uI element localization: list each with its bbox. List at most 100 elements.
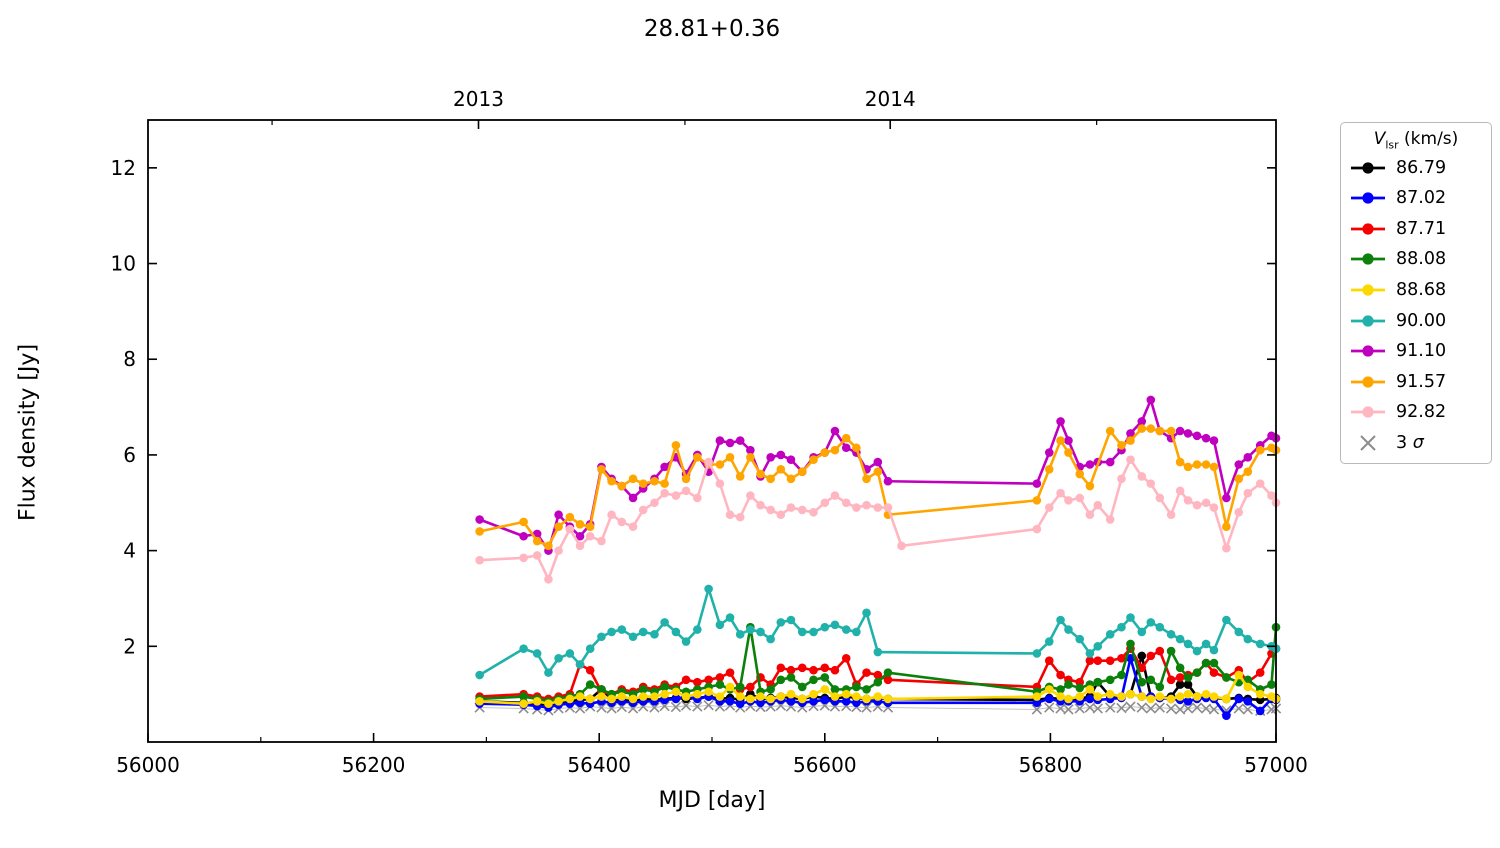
series-90.00-marker [519,644,528,653]
series-91.10-marker [1146,395,1156,405]
sigma-x-marker [1191,702,1203,713]
series-87.02-marker [756,698,765,708]
legend-item-92.82: 92.82 [1349,397,1483,428]
series-90.00-marker [873,647,883,657]
series-87.02-marker [1222,711,1231,720]
series-90.00-marker [776,618,786,627]
series-91.57-marker [820,448,830,457]
series-88.08-marker [1105,675,1115,685]
series-88.08-marker [715,680,725,689]
series-91.10-marker [1234,460,1244,469]
series-91.57-marker [852,443,861,453]
series-91.10-marker [725,438,735,448]
series-91.10-marker [786,455,796,465]
series-91.10-marker [1192,431,1202,441]
series-87.71-marker [715,673,725,682]
series-88.68-marker [1255,689,1265,699]
series-90.00-marker [1137,627,1147,637]
series-88.68-marker [1243,682,1253,692]
series-90.00-marker [693,625,702,634]
series-90.00-marker [544,668,553,677]
series-90.00-marker [725,613,735,622]
legend-item-label: 3 σ [1396,433,1424,454]
y-tick-label: 4 [123,539,136,563]
series-88.08-marker [1222,673,1231,682]
series-91.57-marker [1064,448,1073,457]
series-90.00-marker [1209,645,1219,655]
series-92.82-marker [1093,500,1103,510]
series-87.71-marker [841,653,851,663]
series-91.57-marker [1105,426,1115,436]
series-88.08-marker [1093,677,1103,687]
series-87.71-marker [693,677,702,687]
sigma-x-marker [692,701,703,712]
series-88.08-marker [1064,680,1073,689]
series-88.68-marker [830,692,840,701]
series-91.10-marker [1201,433,1211,443]
series-87.02-marker [841,697,851,706]
series-90.00-marker [1243,634,1253,644]
series-92.82-marker [766,505,775,515]
series-91.10-marker [1032,479,1042,488]
series-87.71-marker [725,668,735,677]
series-87.71-marker [1209,668,1219,677]
series-92.82-marker [1183,496,1193,505]
y-axis-label: Flux density [Jy] [15,343,41,522]
series-88.68-marker [1192,692,1202,701]
legend-title-symbol: V [1373,129,1386,149]
series-88.68-marker [1146,694,1156,704]
series-92.82-marker [820,498,830,508]
series-88.68-marker [1234,670,1244,680]
series-92.82-marker [715,479,725,488]
series-91.57-marker [1166,426,1176,436]
series-91.57-marker [693,453,702,462]
series-91.10-marker [554,510,563,520]
series-90.00-marker [1222,615,1231,625]
series-87.71-marker [1146,651,1156,661]
series-90.00-marker [820,622,830,632]
series-90.00-marker [852,627,861,637]
series-87.71-marker [1085,656,1095,665]
y-tick-label: 8 [123,347,136,371]
series-88.68-marker [1222,694,1231,704]
series-92.82-marker [862,500,871,510]
series-90.00-marker [841,625,851,634]
x-tick-label: 57000 [1244,753,1308,777]
series-91.57-marker [1085,481,1095,491]
series-90.00-marker [756,627,765,637]
sigma-x-marker [861,702,872,713]
series-92.82-marker [1126,455,1135,465]
legend-item-label: 91.57 [1396,371,1447,392]
series-91.57-marker [1209,462,1219,472]
series-90.00-marker [585,644,595,653]
series-88.68-marker [786,689,796,699]
series-92.82-marker [532,551,542,560]
series-87.71-marker [1044,656,1054,665]
series-88.08-marker [1117,670,1126,680]
sigma-x-marker [1105,702,1116,713]
y-tick-label: 6 [123,443,136,467]
legend-title-subscript: lsr [1385,138,1399,152]
series-87.02-marker [575,698,585,708]
series-91.10-marker [841,443,851,453]
series-88.08-marker [1146,675,1156,685]
series-88.68-marker [1105,689,1115,699]
series-92.82-marker [1137,472,1147,481]
legend-item-label: 87.71 [1396,218,1447,239]
series-92.82-marker [1267,491,1276,500]
series-88.68-marker [873,692,883,701]
series-90.00-marker [1234,627,1244,637]
series-87.71-marker [746,682,755,692]
series-88.08-marker [1075,683,1085,693]
series-88.68-marker [532,697,542,706]
series-91.57-marker [585,522,595,531]
series-91.57-marker [1137,424,1147,433]
series-91.10-marker [1126,429,1135,438]
series-92.82-marker [841,498,851,508]
sigma-x-marker [1165,703,1177,714]
series-91.57-marker [830,445,840,455]
series-91.57-marker [735,472,745,481]
series-88.68-marker [607,694,616,704]
series-91.10-marker [766,453,775,462]
